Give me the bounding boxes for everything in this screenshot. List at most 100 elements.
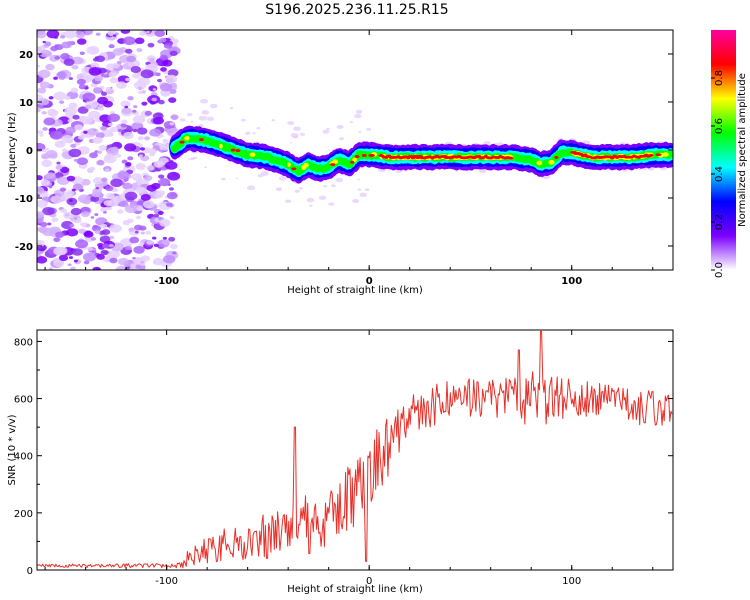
noise-blob — [104, 153, 114, 160]
haze-blob — [179, 156, 183, 158]
noise-blob — [72, 114, 80, 120]
noise-blob — [75, 30, 82, 35]
noise-blob — [128, 227, 135, 232]
noise-blob — [83, 231, 94, 238]
spectrogram-y-ticks: -20 -10 0 10 20 — [15, 50, 673, 253]
noise-blob — [82, 199, 91, 205]
y-tick-label: 0 — [27, 566, 33, 577]
noise-blob — [66, 175, 76, 182]
noise-blob — [138, 154, 144, 158]
noise-blob — [133, 258, 146, 267]
noise-blob — [132, 115, 146, 124]
haze-blob — [299, 132, 306, 136]
noise-blob — [45, 172, 56, 179]
haze-blob — [206, 116, 215, 121]
noise-blob — [126, 55, 136, 63]
noise-blob — [137, 127, 148, 135]
noise-blob — [39, 49, 52, 58]
noise-blob — [136, 48, 143, 53]
noise-blob — [42, 127, 48, 131]
noise-blob — [51, 217, 59, 223]
noise-blob — [60, 35, 66, 39]
noise-blob — [37, 218, 44, 224]
noise-blob — [162, 255, 176, 264]
ridge-cell — [249, 152, 256, 158]
haze-blob — [178, 168, 182, 171]
noise-blob — [49, 153, 58, 159]
noise-blob — [122, 182, 133, 190]
ridge-cell — [548, 159, 555, 165]
haze-blob — [330, 184, 336, 188]
noise-blob — [39, 133, 44, 137]
noise-blob — [117, 128, 123, 133]
noise-blob — [125, 48, 133, 54]
noise-blob — [87, 167, 95, 172]
y-tick-label: -20 — [15, 242, 33, 253]
noise-blob — [71, 248, 83, 256]
noise-blob — [63, 211, 75, 220]
noise-blob — [79, 51, 85, 56]
ridge-cell — [662, 152, 669, 157]
haze-blob — [626, 142, 629, 145]
noise-blob — [73, 217, 78, 220]
noise-blob — [121, 159, 128, 164]
x-tick-label: -100 — [154, 276, 179, 287]
haze-blob — [358, 131, 362, 133]
noise-blob — [90, 216, 95, 219]
haze-blob — [256, 127, 261, 130]
noise-blob — [73, 158, 79, 162]
haze-blob — [349, 121, 354, 124]
noise-blob — [140, 260, 145, 264]
noise-blob — [162, 138, 169, 144]
haze-blob — [357, 188, 362, 191]
noise-blob — [69, 199, 73, 202]
noise-blob — [107, 122, 113, 127]
noise-blob — [43, 117, 56, 126]
noise-blob — [102, 250, 108, 254]
noise-blob — [37, 199, 48, 208]
noise-blob — [67, 263, 72, 267]
noise-blob — [45, 63, 55, 71]
noise-blob — [102, 243, 110, 249]
noise-blob — [131, 173, 143, 181]
noise-blob — [114, 189, 119, 192]
noise-blob — [127, 96, 134, 101]
noise-blob — [107, 132, 114, 137]
noise-blob — [37, 64, 41, 68]
noise-blob — [100, 223, 108, 229]
ridge-cell — [655, 153, 662, 157]
noise-blob — [90, 62, 100, 69]
noise-blob — [167, 69, 179, 77]
noise-blob — [97, 150, 103, 155]
noise-blob — [160, 67, 167, 72]
noise-blob — [132, 128, 138, 133]
snr-series-line — [37, 330, 673, 569]
noise-blob — [142, 200, 155, 209]
haze-blob — [483, 141, 491, 146]
noise-blob — [83, 252, 97, 262]
noise-blob — [85, 223, 91, 228]
noise-blob — [151, 97, 158, 102]
noise-blob — [134, 37, 145, 45]
noise-blob — [37, 256, 48, 264]
noise-blob — [157, 180, 162, 183]
y-tick-label: 10 — [19, 98, 33, 109]
noise-blob — [71, 188, 76, 192]
noise-blob — [73, 259, 79, 263]
noise-blob — [76, 157, 88, 166]
noise-blob — [41, 153, 51, 160]
noise-blob — [124, 143, 137, 152]
y-tick-label: -10 — [15, 194, 33, 205]
noise-blob — [87, 246, 94, 251]
noise-blob — [139, 30, 147, 36]
haze-blob — [200, 98, 209, 104]
noise-blob — [169, 50, 178, 57]
noise-blob — [95, 187, 99, 190]
noise-blob — [78, 228, 86, 234]
haze-blob — [318, 195, 327, 200]
noise-blob — [92, 136, 103, 144]
y-tick-label: 0 — [26, 146, 33, 157]
haze-blob — [257, 174, 264, 178]
noise-blob — [107, 113, 121, 123]
haze-blob — [357, 178, 360, 181]
